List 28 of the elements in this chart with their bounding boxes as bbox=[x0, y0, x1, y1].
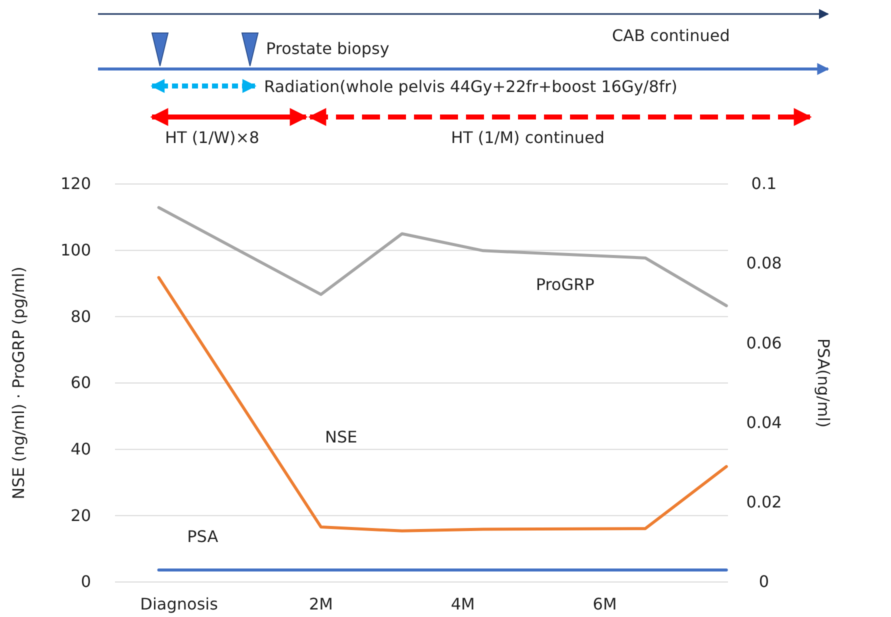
y-tick-label: 40 bbox=[70, 439, 91, 458]
y2-tick-label: 0.1 bbox=[751, 174, 777, 194]
y-tick-label: 120 bbox=[60, 174, 91, 194]
y-tick-label: 100 bbox=[60, 240, 91, 260]
y2-tick-label: 0.04 bbox=[746, 412, 782, 432]
y-tick-label: 80 bbox=[70, 306, 91, 326]
text: NSE bbox=[325, 428, 358, 447]
x-tick-label: 6M bbox=[592, 594, 617, 614]
y-axis-title: NSE (ng/ml) · ProGRP (pg/ml) bbox=[9, 266, 28, 500]
y2-tick-label: 0 bbox=[758, 572, 770, 592]
text: HT (1/W)×8 bbox=[165, 128, 260, 147]
x-tick-label: Diagnosis bbox=[140, 594, 218, 614]
text: CAB continued bbox=[612, 26, 730, 45]
x-tick-label: 4M bbox=[450, 594, 475, 614]
y2-tick-label: 0.02 bbox=[746, 492, 782, 512]
y-tick-label: 60 bbox=[70, 373, 91, 392]
series-label: ProGRP bbox=[536, 275, 595, 294]
y-tick-label: 20 bbox=[70, 506, 91, 525]
y2-axis-title: PSA(ng/ml) bbox=[814, 338, 833, 428]
y2-tick-label: 0.08 bbox=[746, 254, 782, 273]
text: Radiation(whole pelvis 44Gy+22fr+boost 16Gy/8fr) bbox=[264, 77, 678, 96]
y2-tick-label: 0.06 bbox=[746, 333, 782, 352]
text: Prostate biopsy bbox=[266, 39, 390, 58]
line-series bbox=[157, 206, 728, 308]
text: HT (1/M) continued bbox=[451, 128, 605, 147]
x-tick-label: 2M bbox=[308, 594, 333, 614]
series-label: PSA bbox=[187, 527, 218, 546]
y-tick-label: 0 bbox=[80, 572, 91, 592]
